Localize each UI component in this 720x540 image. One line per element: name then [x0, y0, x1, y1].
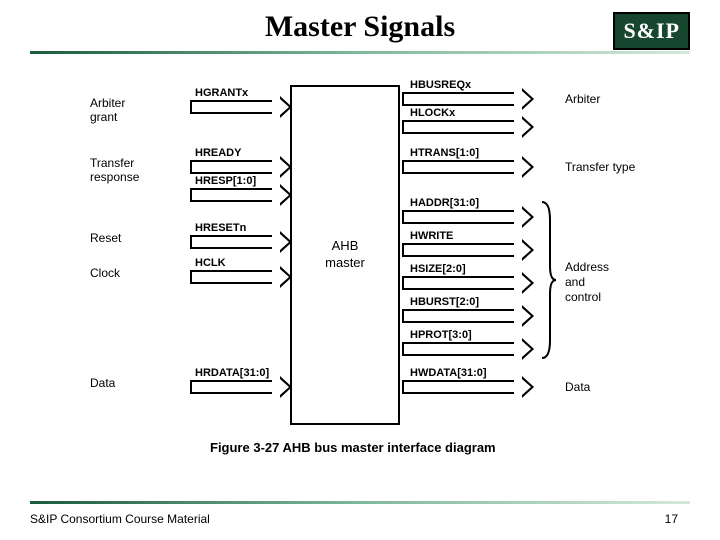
signal-label: HLOCKx: [410, 107, 455, 119]
side-label: Arbitergrant: [90, 96, 125, 125]
signal-arrow: [190, 380, 282, 394]
footer-rule: [30, 501, 690, 504]
signal-arrow: [402, 210, 524, 224]
signal-arrow: [190, 235, 282, 249]
signal-arrow: [190, 188, 282, 202]
signal-arrow: [402, 243, 524, 257]
page-number: 17: [665, 512, 678, 526]
side-label: Data: [565, 380, 590, 394]
brand-logo: S&IP: [613, 12, 690, 50]
signal-arrow: [190, 160, 282, 174]
side-label: Clock: [90, 266, 120, 280]
footer-text: S&IP Consortium Course Material: [30, 512, 210, 526]
signal-label: HREADY: [195, 147, 241, 159]
signal-label: HRESETn: [195, 222, 246, 234]
signal-label: HRESP[1:0]: [195, 175, 256, 187]
signal-arrow: [190, 270, 282, 284]
signal-arrow: [402, 92, 524, 106]
side-label: Transferresponse: [90, 156, 139, 185]
signal-label: HPROT[3:0]: [410, 329, 472, 341]
diagram-area: AHB master HGRANTx Arbitergrant HREADY Tran…: [60, 80, 660, 460]
signal-label: HGRANTx: [195, 87, 248, 99]
signal-label: HSIZE[2:0]: [410, 263, 466, 275]
signal-arrow: [190, 100, 282, 114]
signal-arrow: [402, 380, 524, 394]
group-label-address-control: Addressandcontrol: [565, 260, 609, 305]
signal-arrow: [402, 120, 524, 134]
side-label: Data: [90, 376, 115, 390]
side-label: Arbiter: [565, 92, 600, 106]
figure-caption: Figure 3-27 AHB bus master interface dia…: [210, 440, 496, 455]
signal-arrow: [402, 276, 524, 290]
side-label: Transfer type: [565, 160, 635, 174]
signal-arrow: [402, 309, 524, 323]
signal-label: HBURST[2:0]: [410, 296, 479, 308]
group-brace-icon: [538, 200, 558, 360]
signal-arrow: [402, 342, 524, 356]
side-label: Reset: [90, 231, 121, 245]
signal-label: HWDATA[31:0]: [410, 367, 487, 379]
signal-label: HRDATA[31:0]: [195, 367, 269, 379]
ahb-master-block: AHB master: [290, 85, 400, 425]
block-label-1: AHB: [332, 238, 359, 253]
page-title: Master Signals: [30, 0, 690, 44]
block-label-2: master: [325, 255, 365, 270]
signal-arrow: [402, 160, 524, 174]
signal-label: HTRANS[1:0]: [410, 147, 479, 159]
signal-label: HBUSREQx: [410, 79, 471, 91]
signal-label: HADDR[31:0]: [410, 197, 479, 209]
signal-label: HCLK: [195, 257, 226, 269]
signal-label: HWRITE: [410, 230, 453, 242]
